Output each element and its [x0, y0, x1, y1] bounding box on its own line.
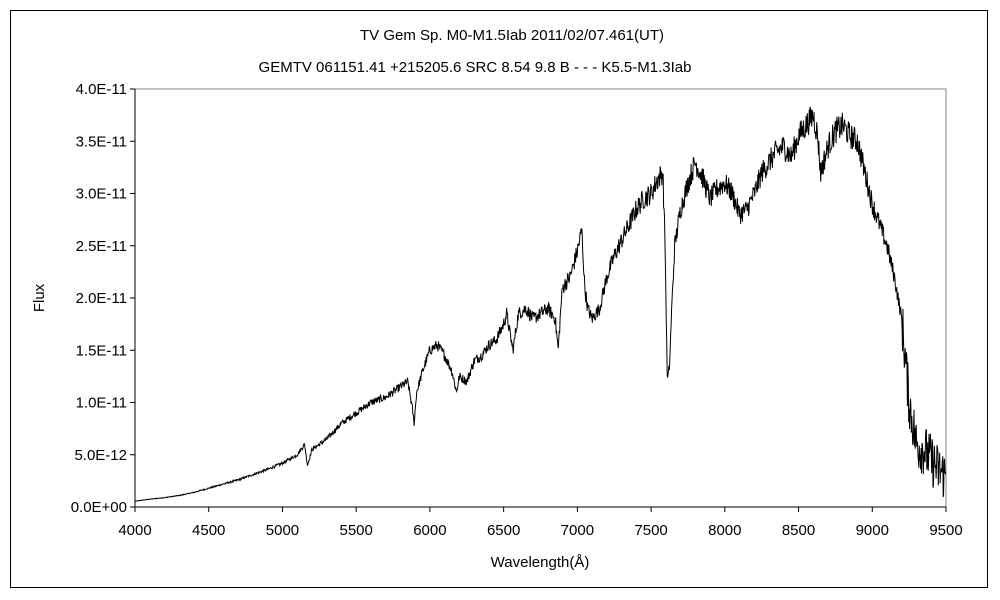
x-tick-label: 4000: [118, 522, 151, 539]
y-tick-label: 2.0E-11: [76, 290, 127, 307]
x-tick-label: 9500: [929, 522, 962, 539]
x-tick-label: 7000: [561, 522, 594, 539]
x-tick-label: 6000: [413, 522, 446, 539]
x-tick-label: 8000: [708, 522, 741, 539]
y-tick-label: 3.5E-11: [76, 133, 127, 150]
y-tick-label: 1.0E-11: [76, 395, 127, 412]
x-tick-label: 6500: [487, 522, 520, 539]
x-tick-label: 7500: [634, 522, 667, 539]
x-axis-title: Wavelength(Å): [491, 554, 590, 571]
y-tick-label: 0.0E+00: [71, 499, 127, 516]
x-tick-label: 8500: [782, 522, 815, 539]
y-tick-label: 5.0E-12: [74, 447, 127, 464]
y-tick-label: 3.0E-11: [76, 186, 127, 203]
series-line: [134, 106, 947, 502]
y-axis: 0.0E+00 5.0E-12 1.0E-11 1.5E-11 2.0E-11 2.5E-…: [71, 81, 135, 516]
x-tick-label: 5000: [266, 522, 299, 539]
y-tick-label: 1.5E-11: [76, 342, 127, 359]
x-tick-label: 5500: [339, 522, 372, 539]
y-tick-label: 2.5E-11: [76, 238, 127, 255]
chart-title: TV Gem Sp. M0-M1.5Iab 2011/02/07.461(UT): [360, 27, 664, 44]
y-tick-label: 4.0E-11: [76, 81, 127, 98]
x-tick-label: 4500: [192, 522, 225, 539]
chart-subtitle: GEMTV 061151.41 +215205.6 SRC 8.54 9.8 B…: [259, 59, 692, 76]
x-tick-label: 9000: [856, 522, 889, 539]
y-axis-title: Flux: [31, 283, 48, 312]
plot-area: [134, 88, 947, 508]
x-axis: 4000 4500 5000 5500 6000 6500 7000 7500 8000 8500…: [118, 507, 963, 539]
